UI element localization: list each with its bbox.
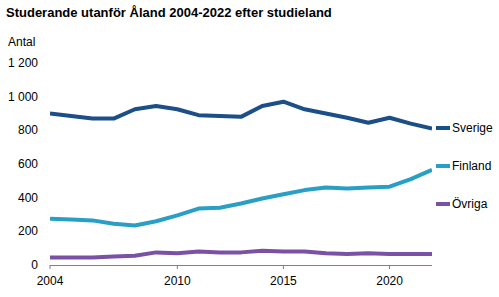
series-line bbox=[50, 102, 432, 129]
y-tick bbox=[47, 197, 50, 198]
y-tick-label: 200 bbox=[18, 224, 38, 238]
legend-swatch bbox=[436, 126, 450, 130]
series-line bbox=[50, 251, 432, 258]
y-tick bbox=[47, 231, 50, 232]
legend-label: Sverige bbox=[452, 121, 493, 135]
y-label: Antal bbox=[8, 35, 35, 49]
y-tick bbox=[47, 130, 50, 131]
plot-area bbox=[50, 102, 432, 258]
y-tick bbox=[47, 63, 50, 64]
legend-swatch bbox=[436, 202, 450, 206]
x-tick bbox=[50, 265, 51, 269]
y-tick-label: 800 bbox=[18, 123, 38, 137]
title: Studerande utanför Åland 2004-2022 efter… bbox=[6, 5, 332, 20]
series-line bbox=[50, 170, 432, 226]
chart: Studerande utanför Åland 2004-2022 efter… bbox=[0, 0, 499, 297]
x-tick-label: 2004 bbox=[37, 274, 64, 288]
x-tick bbox=[389, 265, 390, 269]
x-tick bbox=[177, 265, 178, 269]
y-tick-label: 400 bbox=[18, 191, 38, 205]
y-tick bbox=[47, 96, 50, 97]
x-tick bbox=[283, 265, 284, 269]
y-tick-label: 1 200 bbox=[8, 56, 38, 70]
y-tick-label: 600 bbox=[18, 157, 38, 171]
legend-label: Övriga bbox=[452, 197, 488, 211]
y-tick-label: 1 000 bbox=[8, 90, 38, 104]
x-tick-label: 2020 bbox=[376, 274, 403, 288]
y-tick-label: 0 bbox=[31, 258, 38, 272]
x-tick-label: 2010 bbox=[164, 274, 191, 288]
x-axis bbox=[50, 265, 432, 266]
legend-label: Finland bbox=[452, 159, 491, 173]
y-tick bbox=[47, 164, 50, 165]
legend-swatch bbox=[436, 164, 450, 168]
x-tick-label: 2015 bbox=[270, 274, 297, 288]
